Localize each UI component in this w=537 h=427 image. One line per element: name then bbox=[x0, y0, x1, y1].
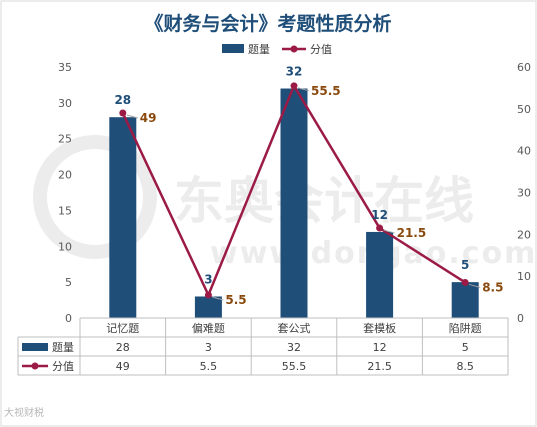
data-table-cell-line: 21.5 bbox=[367, 360, 392, 373]
watermark-brand: 东奥会计在线 bbox=[174, 172, 474, 230]
data-table-cell-bar: 5 bbox=[462, 341, 469, 354]
line-data-label: 5.5 bbox=[225, 293, 246, 307]
x-tick-label: 陷阱题 bbox=[449, 321, 482, 335]
data-table-cell-bar: 28 bbox=[116, 341, 130, 354]
data-table-row-label-line: 分值 bbox=[52, 360, 74, 373]
legend-label-line: 分值 bbox=[310, 43, 332, 56]
x-tick-label: 记忆题 bbox=[106, 322, 139, 335]
x-tick-label: 套公式 bbox=[278, 322, 311, 335]
y-right-tick: 40 bbox=[517, 145, 531, 158]
legend-label-bar: 题量 bbox=[248, 43, 270, 56]
line-data-label: 8.5 bbox=[482, 280, 503, 294]
bar bbox=[109, 117, 137, 318]
y-left-tick: 10 bbox=[58, 240, 72, 253]
line-point bbox=[461, 278, 469, 286]
line-point bbox=[119, 109, 127, 117]
data-table-cell-bar: 12 bbox=[373, 341, 387, 354]
line-label-leader bbox=[469, 283, 481, 288]
data-table-cell-line: 55.5 bbox=[282, 360, 307, 373]
y-left-tick: 30 bbox=[58, 97, 72, 110]
data-table-cell-line: 5.5 bbox=[200, 360, 218, 373]
line-label-leader bbox=[383, 229, 395, 234]
line-data-label: 21.5 bbox=[397, 226, 427, 240]
y-right-tick: 50 bbox=[517, 103, 531, 116]
data-table-cell-bar: 32 bbox=[287, 341, 301, 354]
line-data-label: 55.5 bbox=[311, 84, 341, 98]
bar-data-label: 32 bbox=[286, 65, 303, 79]
data-table-key-marker bbox=[31, 362, 39, 370]
y-left-tick: 5 bbox=[65, 276, 72, 289]
data-table-cell-line: 8.5 bbox=[456, 360, 474, 373]
y-right-tick: 0 bbox=[517, 312, 524, 325]
line-label-leader bbox=[297, 87, 310, 92]
line-point bbox=[290, 82, 298, 90]
legend-swatch-bar bbox=[222, 44, 244, 53]
data-table-cell-line: 49 bbox=[116, 360, 130, 373]
line-point bbox=[204, 291, 212, 299]
y-right-tick: 20 bbox=[517, 228, 531, 241]
bar-data-label: 12 bbox=[371, 208, 388, 222]
line-label-leader bbox=[126, 114, 138, 119]
bar-data-label: 3 bbox=[204, 272, 212, 286]
watermark-logo bbox=[33, 135, 157, 259]
legend-marker-line bbox=[290, 45, 298, 53]
y-right-tick: 10 bbox=[517, 270, 531, 283]
y-left-tick: 35 bbox=[58, 61, 72, 74]
y-left-tick: 15 bbox=[58, 204, 72, 217]
x-tick-label: 套模板 bbox=[363, 321, 396, 335]
y-right-tick: 30 bbox=[517, 187, 531, 200]
y-left-tick: 0 bbox=[65, 312, 72, 325]
corner-mark: 大视财税 bbox=[4, 408, 44, 419]
data-table-key-bar bbox=[22, 343, 48, 351]
bar bbox=[451, 282, 479, 318]
y-left-tick: 25 bbox=[58, 133, 72, 146]
y-left-tick: 20 bbox=[58, 169, 72, 182]
line-data-label: 49 bbox=[140, 111, 157, 125]
y-right-tick: 60 bbox=[517, 61, 531, 74]
line-point bbox=[376, 224, 384, 232]
bar bbox=[366, 231, 394, 318]
bar bbox=[194, 296, 222, 318]
line-label-leader bbox=[212, 296, 224, 301]
bar-data-label: 5 bbox=[461, 258, 469, 272]
data-table-cell-bar: 3 bbox=[205, 341, 212, 354]
chart-title: 《财务与会计》考题性质分析 bbox=[144, 12, 391, 35]
bar bbox=[280, 88, 308, 318]
x-tick-label: 偏难题 bbox=[192, 321, 225, 335]
bar-data-label: 28 bbox=[114, 93, 131, 107]
data-table-row-label-bar: 题量 bbox=[52, 341, 74, 354]
